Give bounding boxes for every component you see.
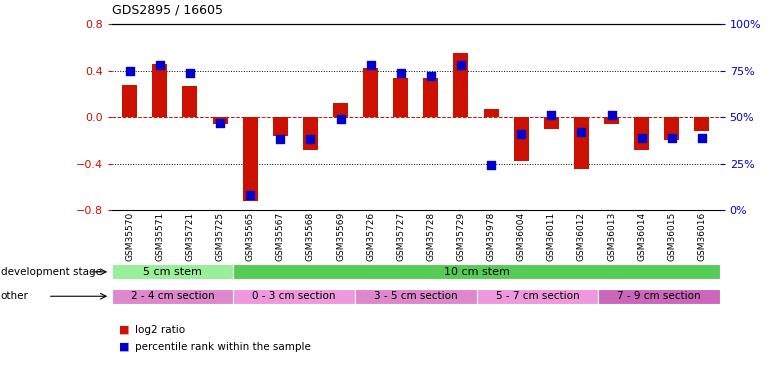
Point <box>394 70 407 76</box>
Point <box>184 70 196 76</box>
Bar <box>574 117 589 170</box>
Text: 5 - 7 cm section: 5 - 7 cm section <box>496 291 579 301</box>
Point <box>696 135 708 141</box>
Bar <box>213 117 228 124</box>
Point <box>274 136 286 142</box>
Text: 2 - 4 cm section: 2 - 4 cm section <box>131 291 214 301</box>
Bar <box>273 117 288 136</box>
Point <box>334 116 346 122</box>
Point <box>515 131 527 137</box>
Bar <box>122 85 137 117</box>
Point <box>364 62 377 68</box>
Point <box>575 129 588 135</box>
Text: other: other <box>1 291 28 301</box>
Text: 0 - 3 cm section: 0 - 3 cm section <box>253 291 336 301</box>
Point <box>244 192 256 198</box>
Bar <box>484 109 499 117</box>
Point <box>485 162 497 168</box>
Text: log2 ratio: log2 ratio <box>135 325 185 335</box>
Bar <box>604 117 619 124</box>
Point <box>665 135 678 141</box>
Text: 7 - 9 cm section: 7 - 9 cm section <box>618 291 701 301</box>
Bar <box>152 64 167 117</box>
Text: percentile rank within the sample: percentile rank within the sample <box>135 342 310 352</box>
Point <box>635 135 648 141</box>
Bar <box>544 117 559 129</box>
Bar <box>634 117 649 150</box>
Text: development stage: development stage <box>1 267 102 277</box>
Bar <box>424 78 438 117</box>
Bar <box>695 117 709 131</box>
Bar <box>363 69 378 117</box>
Text: ■: ■ <box>119 342 130 352</box>
Text: ■: ■ <box>119 325 130 335</box>
Bar <box>665 117 679 140</box>
Bar <box>393 78 408 117</box>
Text: 10 cm stem: 10 cm stem <box>444 267 510 277</box>
Point <box>545 112 557 118</box>
Bar <box>182 86 197 117</box>
Point <box>123 68 136 74</box>
Bar <box>303 117 318 150</box>
Point <box>425 74 437 80</box>
Text: 5 cm stem: 5 cm stem <box>143 267 202 277</box>
Bar <box>514 117 529 161</box>
Point <box>304 136 316 142</box>
Bar <box>243 117 258 201</box>
Point <box>605 112 618 118</box>
Bar <box>454 53 468 117</box>
Text: GDS2895 / 16605: GDS2895 / 16605 <box>112 4 223 17</box>
Text: 3 - 5 cm section: 3 - 5 cm section <box>374 291 457 301</box>
Point <box>154 62 166 68</box>
Point <box>214 120 226 126</box>
Bar <box>333 103 348 117</box>
Point <box>455 62 467 68</box>
